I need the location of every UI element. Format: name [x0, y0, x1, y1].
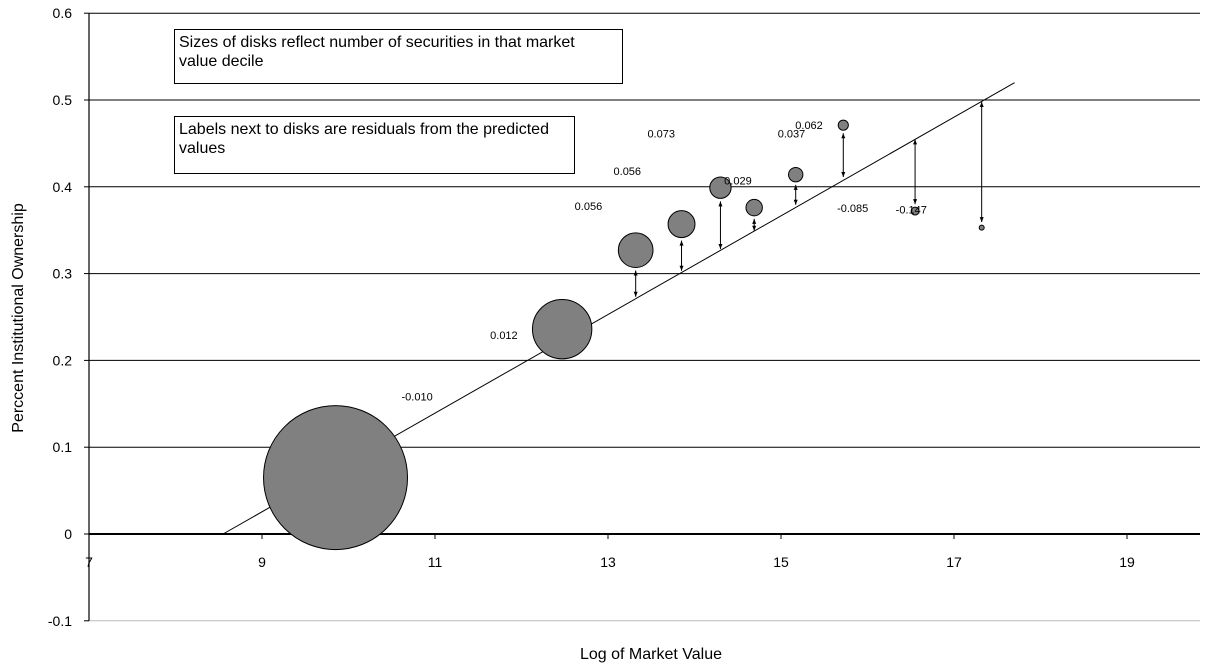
- residual-arrow-head-bottom-8: [913, 199, 918, 205]
- bubble-1: [531, 298, 593, 360]
- bubble-2: [617, 232, 654, 269]
- residual-arrow-head-top-5: [752, 218, 757, 224]
- residual-arrow-head-bottom-4: [718, 244, 723, 250]
- y-tick-label-6: 0.5: [53, 92, 73, 108]
- y-tick-labels: -0.1 0 0.1 0.2 0.3 0.4 0.5 0.6: [48, 5, 89, 629]
- residual-arrow-head-top-8: [913, 139, 918, 145]
- gridlines: [89, 12, 1200, 622]
- bubble-3: [667, 210, 696, 239]
- y-tick-label-5: 0.4: [53, 179, 73, 195]
- residual-arrow-head-bottom-6: [793, 199, 798, 205]
- residual-arrow-head-top-4: [718, 201, 723, 207]
- residual-label-2: 0.056: [575, 201, 603, 213]
- residual-arrow-head-top-7: [841, 133, 846, 139]
- bubbles: [263, 119, 985, 551]
- residual-label-9: -0.147: [896, 205, 927, 217]
- y-axis-title: Perccent Institutional Ownership: [10, 203, 27, 433]
- y-tick-label-3: 0.2: [53, 352, 73, 368]
- residual-label-3: 0.056: [614, 166, 642, 178]
- y-tick-label-0: -0.1: [48, 613, 72, 629]
- residual-label-4: 0.073: [647, 129, 675, 141]
- residual-label-0: -0.010: [402, 392, 433, 404]
- y-tick-label-7: 0.6: [53, 5, 73, 21]
- residual-arrow-head-top-2: [633, 270, 638, 276]
- x-tick-labels: 7 9 11 13 15 17 19: [85, 534, 1135, 570]
- x-tick-label-2: 11: [428, 554, 443, 570]
- bubble-6: [788, 166, 804, 183]
- bubble-7: [837, 119, 849, 131]
- axes: [88, 13, 1200, 621]
- residual-arrow-head-top-6: [793, 184, 798, 190]
- annotation-residuals-text: Labels next to disks are residuals from …: [179, 121, 549, 157]
- bubble-5: [745, 198, 763, 217]
- x-tick-label-4: 15: [773, 554, 789, 570]
- x-tick-label-3: 13: [600, 554, 616, 570]
- bubble-0: [263, 405, 409, 551]
- residual-arrow-head-top-3: [679, 240, 684, 246]
- residual-arrow-head-top-9: [979, 102, 984, 107]
- residual-labels: -0.010 0.012 0.056 0.056 0.073 0.029 0.0370.06…: [402, 120, 927, 403]
- y-tick-label-1: 0: [64, 526, 72, 542]
- residual-arrow-head-bottom-5: [752, 225, 757, 231]
- y-tick-label-4: 0.3: [53, 266, 73, 282]
- residual-label-7: 0.062: [795, 120, 823, 132]
- x-tick-label-6: 19: [1119, 554, 1135, 570]
- x-tick-label-1: 9: [258, 554, 266, 570]
- residual-label-8: -0.085: [837, 203, 868, 215]
- x-tick-label-5: 17: [946, 554, 962, 570]
- bubble-9: [978, 224, 985, 231]
- residual-arrow-head-bottom-3: [679, 265, 684, 271]
- residual-arrows: [633, 102, 984, 297]
- residual-label-6: 0.037: [778, 129, 806, 141]
- residual-arrow-head-bottom-9: [979, 217, 984, 223]
- annotation-sizes: Sizes of disks reflect number of securit…: [174, 29, 623, 84]
- bubble-4: [709, 176, 732, 199]
- y-tick-label-2: 0.1: [53, 439, 73, 455]
- bubble-8: [910, 206, 920, 216]
- x-axis-title: Log of Market Value: [580, 646, 722, 663]
- annotation-residuals: Labels next to disks are residuals from …: [174, 116, 575, 174]
- residual-label-1: 0.012: [490, 330, 518, 342]
- annotation-sizes-text: Sizes of disks reflect number of securit…: [179, 34, 575, 70]
- residual-arrow-head-bottom-2: [633, 291, 638, 297]
- residual-label-5: 0.029: [724, 176, 752, 188]
- residual-arrow-head-bottom-7: [841, 171, 846, 177]
- x-tick-label-0: 7: [85, 554, 93, 570]
